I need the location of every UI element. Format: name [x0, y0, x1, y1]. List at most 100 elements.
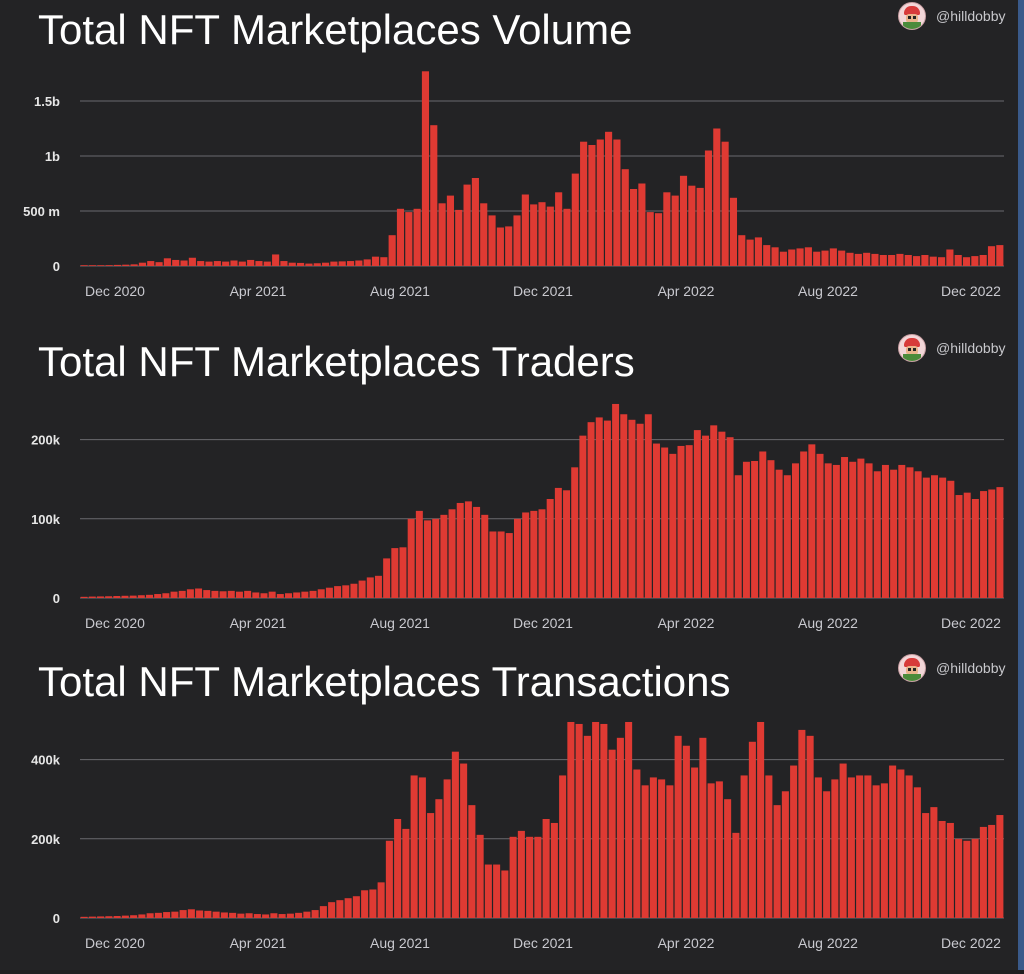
bar: [530, 510, 538, 598]
bar: [270, 913, 278, 918]
bar: [587, 422, 595, 598]
bar: [742, 461, 750, 598]
bar: [880, 783, 888, 918]
y-tick-label: 1b: [45, 149, 60, 164]
bar: [682, 745, 690, 918]
bar: [146, 913, 154, 918]
bar: [596, 139, 604, 266]
bar: [888, 255, 896, 266]
bar: [881, 464, 889, 598]
bar: [501, 870, 509, 918]
bar: [97, 265, 105, 266]
bar: [679, 175, 688, 266]
bar: [841, 457, 849, 598]
bar: [481, 514, 489, 598]
bar: [319, 906, 327, 918]
bar: [559, 775, 567, 918]
bar: [509, 836, 517, 918]
bar: [685, 445, 693, 598]
x-tick-label: Aug 2021: [370, 935, 430, 951]
bar: [846, 252, 854, 266]
x-tick-label: Apr 2022: [658, 935, 715, 951]
x-tick-label: Aug 2021: [370, 283, 430, 299]
bar: [513, 518, 521, 598]
bar: [380, 257, 388, 266]
author-credit: @hilldobby: [898, 654, 1005, 682]
x-tick-label: Apr 2021: [230, 935, 287, 951]
traders-chart-panel: 0 100k 200k Dec 2020 Apr 2021 Aug 2021 Dec 202…: [0, 332, 1018, 654]
bar: [838, 250, 846, 266]
bar: [724, 799, 732, 918]
bar: [245, 913, 253, 918]
x-tick-label: Dec 2020: [85, 283, 145, 299]
bar: [579, 435, 587, 598]
traders-chart: 0 100k 200k Dec 2020 Apr 2021 Aug 2021 Dec 202…: [31, 403, 1004, 631]
bar: [113, 916, 121, 918]
bar: [554, 487, 562, 598]
x-tick-label: Apr 2021: [230, 283, 287, 299]
bar: [178, 590, 186, 598]
bar: [460, 763, 468, 918]
bar: [620, 414, 628, 598]
bar: [638, 183, 646, 266]
volume-chart-panel: 0 500 m 1b 1.5b Dec 2020 Apr 2021 Aug 2021 Dec …: [0, 0, 1018, 322]
bar: [328, 902, 336, 918]
x-tick-label: Dec 2021: [513, 283, 573, 299]
bar: [546, 499, 554, 598]
bar: [707, 783, 715, 918]
bar: [410, 775, 418, 918]
y-tick-label: 0: [53, 911, 60, 926]
bar: [188, 257, 196, 266]
bar: [322, 262, 330, 266]
bar: [432, 518, 440, 598]
bar: [971, 499, 979, 598]
x-tick-label: Dec 2021: [513, 615, 573, 631]
y-tick-label: 400k: [31, 753, 61, 768]
bar: [385, 840, 393, 918]
bar: [814, 777, 822, 918]
bar: [857, 458, 865, 598]
bar: [122, 264, 130, 266]
bar: [456, 502, 464, 598]
bar: [229, 912, 237, 918]
bar: [286, 913, 294, 918]
bar: [563, 208, 571, 266]
bar: [821, 250, 829, 266]
bar: [732, 832, 740, 918]
bar: [654, 213, 663, 266]
bar: [734, 475, 742, 598]
bar: [113, 596, 121, 598]
bar: [471, 178, 479, 266]
x-tick-label: Apr 2022: [658, 615, 715, 631]
bar: [804, 247, 812, 266]
bar: [649, 777, 657, 918]
chart-title: Total NFT Marketplaces Volume: [38, 6, 633, 53]
bar: [219, 591, 227, 598]
bar: [865, 463, 873, 598]
bar: [939, 477, 947, 598]
bar: [171, 911, 179, 918]
bar: [890, 469, 898, 598]
y-tick-label: 0: [53, 259, 60, 274]
x-tick-label: Dec 2021: [513, 935, 573, 951]
bar: [334, 586, 342, 598]
bar: [938, 257, 946, 266]
bar: [352, 896, 360, 918]
bar: [636, 423, 644, 598]
chart-title: Total NFT Marketplaces Traders: [38, 338, 635, 385]
bar: [633, 769, 641, 918]
bar: [922, 813, 930, 918]
bar: [575, 723, 583, 918]
bar: [137, 595, 145, 598]
bar: [96, 596, 104, 598]
bar: [759, 451, 767, 598]
bar: [773, 805, 781, 918]
bar: [571, 467, 579, 598]
bar: [922, 477, 930, 598]
x-tick-label: Aug 2022: [798, 935, 858, 951]
bar: [980, 491, 988, 598]
bar: [962, 257, 971, 266]
bar: [946, 249, 954, 266]
bar: [105, 596, 113, 598]
bar: [418, 777, 426, 918]
